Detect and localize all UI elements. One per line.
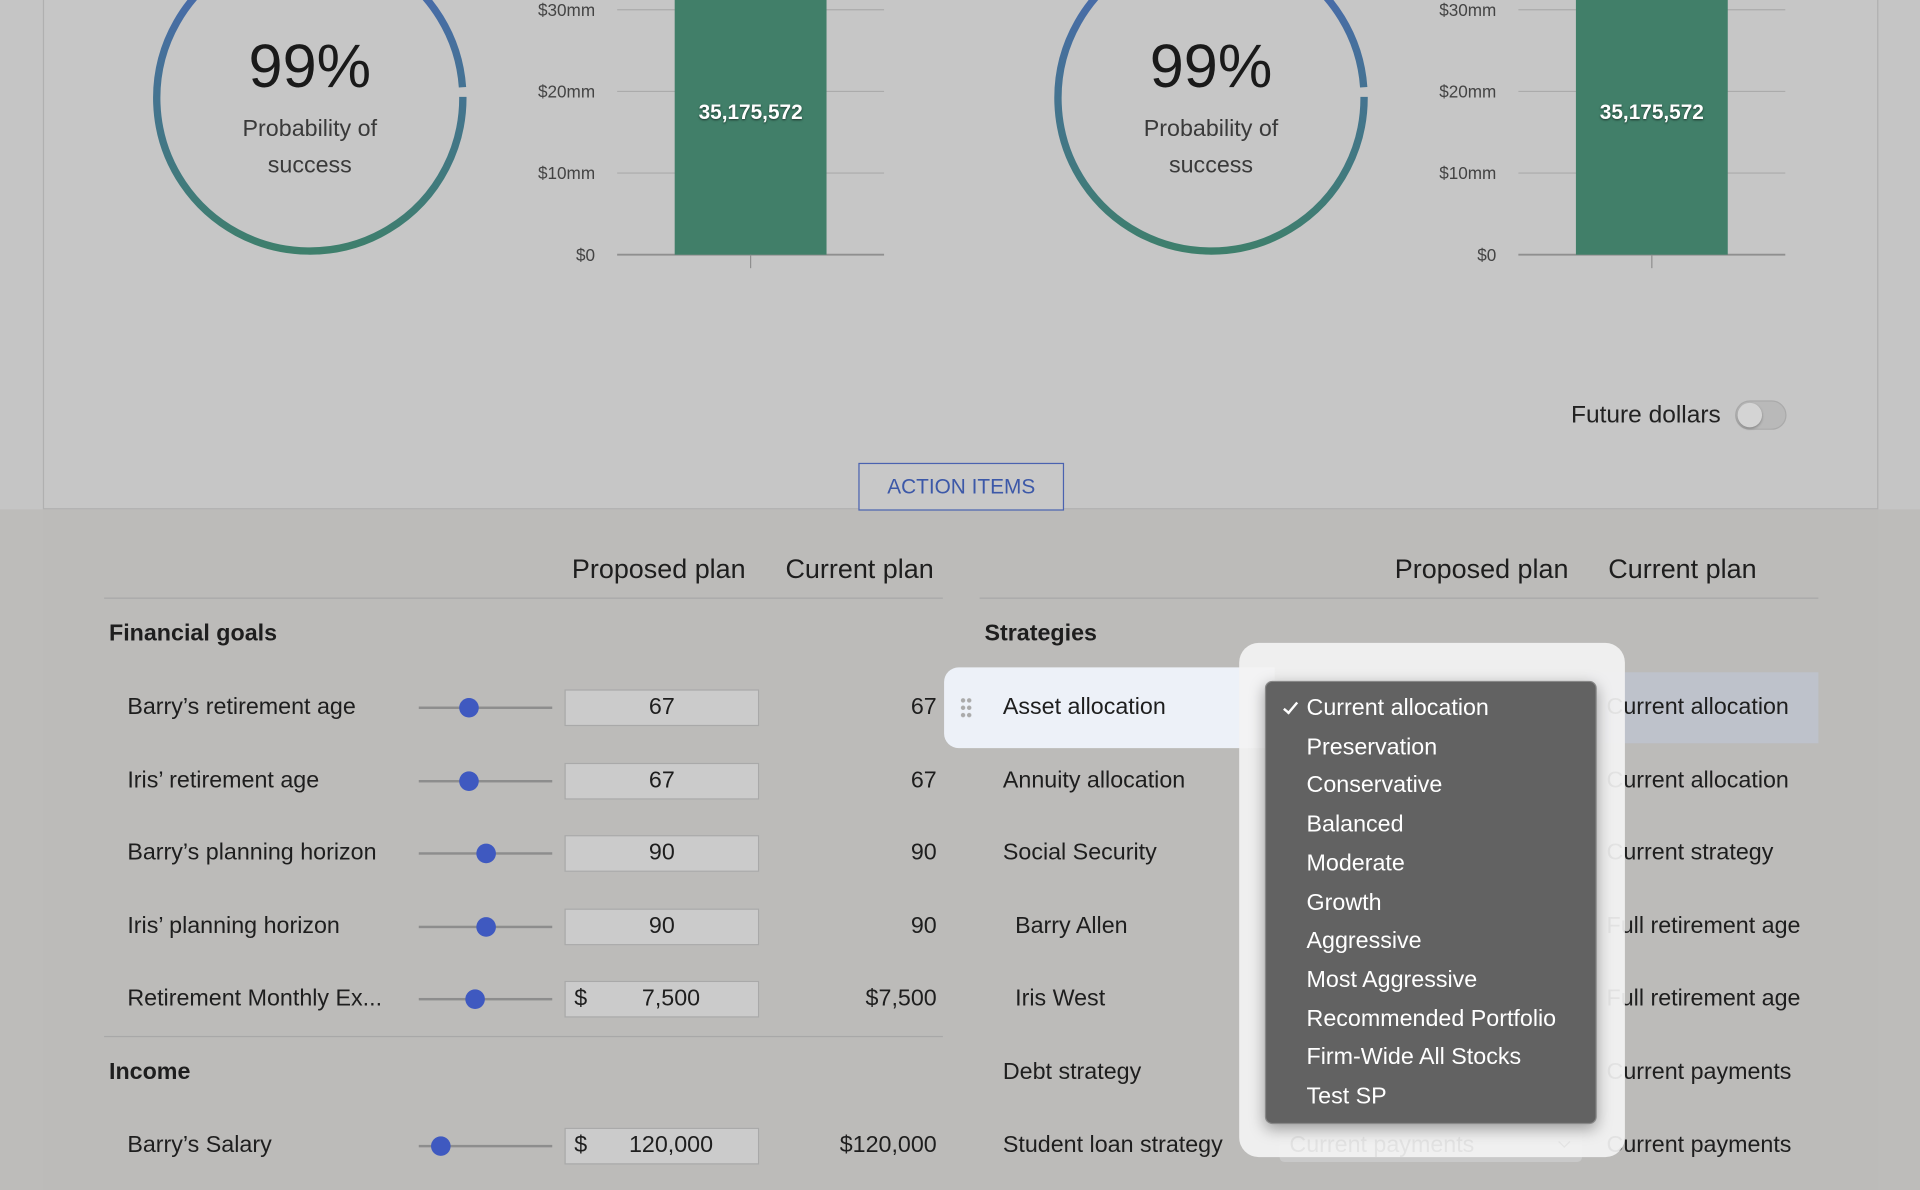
value-input[interactable] (564, 907, 760, 945)
value-input[interactable] (564, 1127, 760, 1164)
dropdown-option[interactable]: Recommended Portfolio (1306, 1006, 1557, 1032)
row-label: Iris’ planning horizon (127, 912, 340, 939)
row-label: Iris’ retirement age (127, 767, 320, 793)
action-items-button[interactable]: ACTION ITEMS (858, 462, 1065, 511)
proposed-value: 90 (648, 912, 675, 939)
proposed-value: 67 (648, 767, 675, 793)
gauge-value: 99% (248, 31, 372, 101)
row-label: Iris West (1015, 986, 1106, 1012)
divider (979, 597, 1819, 599)
y-tick-label: $30mm (1439, 0, 1496, 20)
row-label: Student loan strategy (1002, 1132, 1223, 1158)
value-input[interactable] (564, 980, 760, 1018)
y-tick-label: $0 (576, 245, 595, 265)
dropdown-menu (1264, 680, 1597, 1125)
current-value: 67 (910, 694, 937, 721)
slider-knob[interactable] (459, 770, 479, 791)
gauge-arc (153, 0, 467, 255)
proposed-value: 90 (648, 840, 675, 866)
dropdown-option[interactable]: Preservation (1306, 734, 1438, 761)
gauge-arc (1054, 0, 1368, 255)
proposed-value: 120,000 (628, 1132, 714, 1158)
section-title: Income (108, 1058, 191, 1085)
gauge-caption: Probability of success (242, 116, 378, 179)
dropdown-option[interactable]: Aggressive (1306, 928, 1422, 955)
drag-handle[interactable] (960, 696, 973, 719)
row-label: Barry’s Salary (127, 1132, 272, 1158)
dropdown-option[interactable]: Growth (1306, 889, 1382, 916)
divider (104, 1035, 943, 1037)
section-title: Strategies (984, 620, 1097, 647)
selected-row-highlight (1586, 672, 1819, 744)
divider (104, 597, 943, 599)
value-input[interactable] (564, 689, 760, 727)
dropdown-option[interactable]: Most Aggressive (1306, 967, 1478, 993)
current-value: Full retirement age (1606, 913, 1801, 939)
current-value: 90 (910, 912, 937, 939)
column-header: Proposed plan (1394, 553, 1569, 585)
toggle-knob (1737, 402, 1763, 428)
proposed-value: 67 (648, 694, 675, 721)
current-value: $120,000 (839, 1132, 937, 1158)
slider-track[interactable] (418, 1144, 553, 1147)
bar-label: 35,175,572 (699, 101, 803, 124)
slider-track[interactable] (418, 997, 553, 1001)
current-value: $7,500 (865, 985, 937, 1012)
dropdown-option[interactable]: Moderate (1306, 850, 1405, 877)
row-label: Social Security (1002, 840, 1157, 866)
slider-knob[interactable] (459, 697, 479, 718)
section-title: Financial goals (108, 620, 278, 647)
bar (1575, 0, 1728, 255)
current-value: 90 (910, 840, 937, 866)
bar (674, 0, 827, 255)
bar-label: 35,175,572 (1600, 101, 1704, 124)
row-label: Retirement Monthly Ex... (127, 985, 383, 1012)
column-header: Current plan (1608, 553, 1757, 585)
current-value: 67 (910, 767, 937, 793)
y-tick-label: $0 (1477, 245, 1496, 265)
row-label: Barry Allen (1015, 913, 1128, 939)
dropdown-option[interactable]: Test SP (1306, 1083, 1387, 1110)
gauge-caption: Probability of success (1143, 116, 1279, 179)
dropdown-option[interactable]: Current allocation (1306, 695, 1489, 722)
proposed-value: 7,500 (641, 985, 701, 1012)
y-tick-label: $10mm (1439, 163, 1496, 183)
slider-track[interactable] (418, 779, 553, 782)
current-value: Current allocation (1606, 767, 1789, 793)
current-value: Current payments (1606, 1059, 1792, 1085)
dropdown-option[interactable]: Balanced (1306, 811, 1404, 838)
slider-knob[interactable] (476, 916, 496, 937)
future-dollars-label: Future dollars (1571, 401, 1721, 429)
row-label: Annuity allocation (1002, 767, 1186, 793)
row-label: Debt strategy (1002, 1059, 1142, 1085)
slider-knob[interactable] (431, 1135, 451, 1156)
slider-track[interactable] (418, 706, 553, 709)
currency-prefix: $ (574, 1132, 588, 1158)
current-value: Current allocation (1606, 694, 1789, 721)
current-value: Current strategy (1606, 840, 1774, 866)
currency-prefix: $ (574, 985, 588, 1012)
row-label: Asset allocation (1002, 694, 1166, 721)
current-value: Current payments (1606, 1132, 1792, 1158)
y-tick-label: $20mm (1439, 82, 1496, 102)
dragged-row (944, 667, 1275, 749)
current-value: Full retirement age (1606, 986, 1801, 1012)
dropdown-option[interactable]: Conservative (1306, 773, 1443, 799)
row-label: Barry’s retirement age (127, 694, 356, 721)
value-input[interactable] (564, 762, 760, 799)
value-input[interactable] (564, 835, 760, 872)
slider-knob[interactable] (465, 989, 485, 1009)
y-tick-label: $10mm (538, 163, 595, 183)
gauge-value: 99% (1149, 31, 1273, 101)
slider-knob[interactable] (476, 843, 496, 864)
row-label: Barry’s planning horizon (127, 840, 377, 866)
dropdown-option[interactable]: Firm-Wide All Stocks (1306, 1044, 1522, 1071)
column-header: Proposed plan (571, 553, 746, 585)
y-tick-label: $30mm (538, 0, 595, 20)
column-header: Current plan (785, 553, 934, 585)
y-tick-label: $20mm (538, 82, 595, 102)
